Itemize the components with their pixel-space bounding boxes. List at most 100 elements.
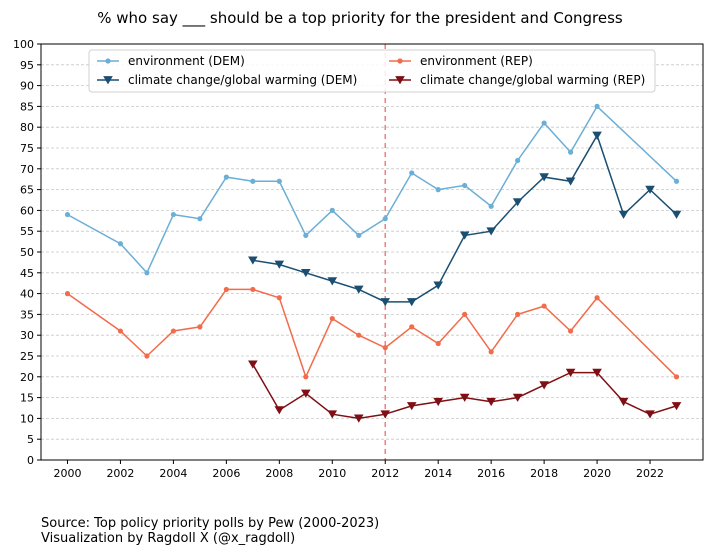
data-point — [274, 406, 285, 415]
y-tick-label: 80 — [20, 121, 34, 134]
data-point — [353, 285, 364, 294]
legend-label: environment (DEM) — [128, 54, 245, 68]
data-point — [329, 315, 335, 322]
data-point — [303, 232, 309, 238]
data-point — [197, 324, 203, 330]
series-0 — [64, 103, 680, 276]
y-tick-label: 90 — [20, 80, 34, 93]
y-tick-label: 45 — [20, 267, 34, 280]
y-tick-label: 70 — [20, 163, 34, 176]
data-point — [382, 345, 388, 351]
legend: environment (DEM) environment (REP) climat… — [88, 49, 656, 93]
data-point — [223, 174, 229, 180]
data-point — [409, 324, 415, 330]
data-point — [515, 311, 521, 317]
data-point — [329, 207, 335, 213]
data-point — [462, 311, 468, 317]
x-tick-label: 2008 — [265, 467, 293, 480]
x-tick-label: 2022 — [636, 467, 664, 480]
data-point — [248, 360, 258, 369]
source-note: Source: Top policy priority polls by Pew… — [41, 516, 379, 546]
data-point — [435, 340, 441, 347]
data-point — [594, 295, 600, 301]
series-2 — [64, 286, 680, 380]
x-tick-label: 2018 — [530, 467, 558, 480]
data-point — [618, 397, 629, 407]
data-point — [568, 149, 574, 155]
data-point — [486, 227, 496, 236]
x-tick-label: 2016 — [477, 467, 505, 480]
y-tick-label: 55 — [20, 225, 34, 238]
y-tick-label: 100 — [13, 38, 34, 51]
data-point — [486, 397, 496, 407]
x-tick-label: 2000 — [53, 467, 81, 480]
data-point — [144, 270, 150, 276]
data-point — [565, 368, 576, 377]
data-point — [301, 268, 311, 278]
x-tick-label: 2014 — [424, 467, 452, 480]
x-tick-label: 2006 — [212, 467, 240, 480]
y-tick-label: 60 — [20, 204, 34, 217]
credit-text: Visualization by Ragdoll X (@x_ragdoll) — [41, 531, 296, 546]
data-point — [117, 241, 124, 247]
data-point — [356, 232, 362, 238]
data-point — [64, 211, 71, 218]
data-point — [353, 414, 364, 423]
legend-swatch-marker — [395, 76, 405, 85]
data-point — [462, 182, 468, 189]
data-point — [541, 120, 547, 126]
chart-title: % who say ___ should be a top priority f… — [97, 9, 623, 28]
source-text: Source: Top policy priority polls by Pew… — [41, 516, 380, 531]
data-point — [250, 178, 256, 184]
data-point — [671, 210, 682, 219]
data-point — [515, 157, 521, 164]
data-point — [541, 303, 547, 309]
data-point — [488, 203, 494, 209]
data-point — [117, 328, 124, 334]
data-point — [64, 291, 71, 297]
y-tick-label: 0 — [27, 454, 34, 467]
data-point — [645, 410, 655, 419]
data-point — [433, 397, 443, 407]
data-point — [356, 332, 362, 338]
data-point — [459, 393, 470, 402]
y-tick-label: 75 — [20, 142, 34, 155]
legend-swatch-marker — [103, 76, 113, 85]
x-tick-label: 2012 — [371, 467, 399, 480]
data-point — [170, 328, 176, 334]
data-point — [459, 231, 470, 240]
data-point — [406, 298, 417, 307]
data-point — [170, 211, 176, 218]
data-point — [592, 368, 602, 377]
y-tick-label: 95 — [20, 59, 34, 72]
data-point — [512, 393, 523, 402]
series-layer — [64, 103, 682, 423]
data-point — [197, 216, 203, 222]
y-tick-label: 65 — [20, 184, 34, 197]
data-point — [645, 185, 655, 194]
y-tick-label: 15 — [20, 392, 34, 405]
data-point — [380, 410, 391, 419]
y-tick-label: 85 — [20, 100, 34, 113]
data-point — [248, 256, 258, 265]
data-point — [565, 177, 576, 186]
data-point — [673, 178, 680, 184]
y-tick-label: 35 — [20, 308, 34, 321]
data-point — [488, 349, 494, 355]
x-axis: 2000 2002 2004 2006 2008 2010 2012 2014 2016 2018… — [53, 460, 664, 480]
data-point — [539, 381, 549, 390]
legend-swatch-marker — [397, 58, 403, 64]
data-point — [433, 281, 443, 290]
x-tick-label: 2010 — [318, 467, 346, 480]
data-point — [223, 286, 229, 293]
series-1 — [248, 131, 682, 307]
y-tick-label: 50 — [20, 246, 34, 259]
data-point — [435, 187, 441, 193]
data-point — [301, 389, 311, 398]
y-tick-label: 25 — [20, 350, 34, 363]
data-point — [327, 410, 338, 419]
x-tick-label: 2002 — [106, 467, 134, 480]
y-tick-label: 20 — [20, 371, 34, 384]
data-point — [594, 103, 600, 109]
y-tick-label: 10 — [20, 412, 34, 425]
